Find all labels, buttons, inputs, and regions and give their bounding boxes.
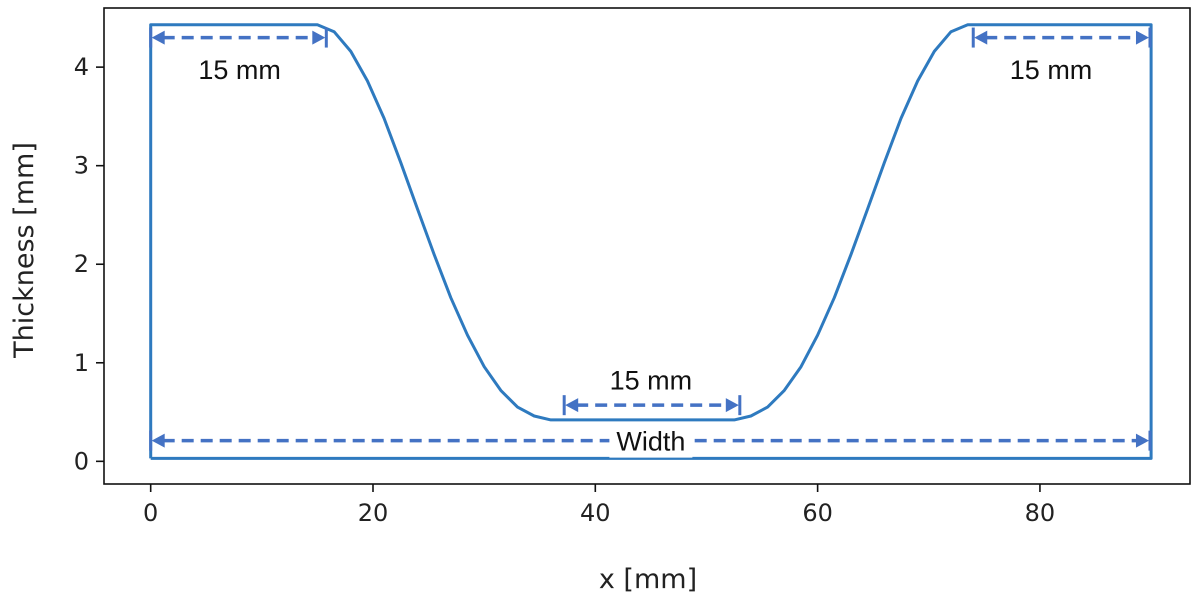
arrow-left-icon [974, 30, 988, 45]
y-tick-label: 2 [74, 250, 89, 278]
x-tick-label: 60 [802, 499, 833, 527]
series-line-0 [149, 23, 1153, 460]
arrow-right-icon [725, 398, 739, 413]
arrow-right-icon [1135, 30, 1149, 45]
y-tick-label: 3 [74, 152, 89, 180]
x-tick-label: 40 [580, 499, 611, 527]
arrow-right-icon [312, 30, 326, 45]
y-axis-label: Thickness [mm] [9, 142, 40, 359]
arrow-left-icon [565, 398, 579, 413]
dimension-label: 15 mm [610, 366, 693, 396]
dimension-annotation-3: Width [149, 425, 1152, 458]
x-tick-label: 80 [1025, 499, 1056, 527]
dimension-annotation-1: 15 mm [971, 27, 1152, 85]
dimension-label: 15 mm [198, 55, 281, 85]
arrow-right-icon [1135, 433, 1149, 448]
y-tick-label: 4 [74, 53, 89, 81]
x-tick-label: 20 [358, 499, 389, 527]
dimension-annotation-0: 15 mm [149, 27, 328, 85]
plot-frame [103, 7, 1191, 485]
y-tick-label: 0 [74, 447, 89, 475]
dimension-annotation-2: 15 mm [562, 366, 742, 416]
dimension-label: Width [616, 427, 685, 457]
arrow-left-icon [151, 30, 165, 45]
y-tick-label: 1 [74, 349, 89, 377]
x-axis-label: x [mm] [599, 564, 697, 595]
arrow-left-icon [151, 433, 165, 448]
dimension-label: 15 mm [1010, 55, 1093, 85]
dimension-label-backdrop [609, 425, 693, 458]
x-tick-label: 0 [143, 499, 158, 527]
